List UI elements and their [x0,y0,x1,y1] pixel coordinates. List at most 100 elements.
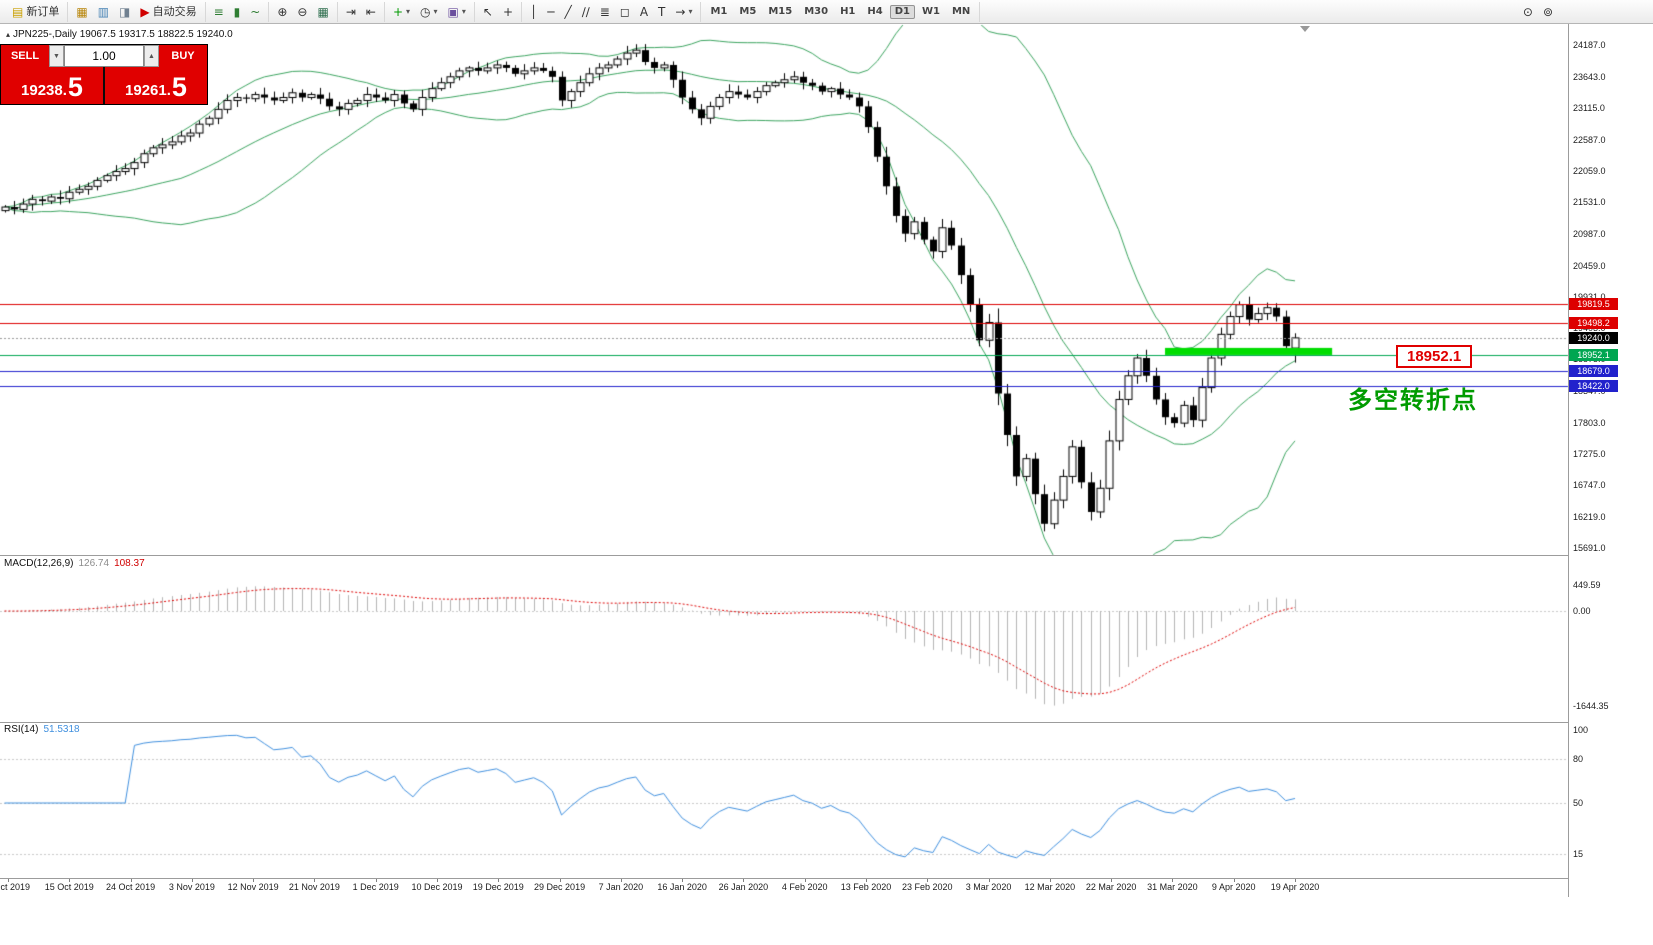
axis-tick [1234,878,1235,882]
date-label: 21 Nov 2019 [288,882,340,892]
fibonacci-button[interactable]: ≣ [596,4,614,20]
chart-shift-button[interactable]: ⇤ [362,4,380,20]
tf-m1-button[interactable]: M1 [705,5,732,19]
sell-price-button[interactable]: 19238. 5 [1,67,105,104]
price-tag: 19819.5 [1569,297,1618,310]
new-order-button[interactable]: ▤ 新订单 [8,4,63,20]
indicators-button[interactable]: + ▾ [389,4,414,20]
magnifier-button[interactable]: ⊚ [1539,4,1557,20]
market-watch-icon: ▦ [76,4,88,19]
price-tag: 18422.0 [1569,380,1618,393]
price-scale-label: 23115.0 [1573,103,1605,114]
g-search: ⊙ ⊚ [1515,2,1561,22]
pane-separator-macd-rsi[interactable] [0,722,1568,723]
price-scale-label: 22587.0 [1573,134,1606,145]
buy-price-button[interactable]: 19261. 5 [105,67,207,104]
tf-h4-button[interactable]: H4 [862,5,887,19]
zoom-in-button[interactable]: ⊕ [273,4,291,20]
bar-chart-button[interactable]: ≡ [210,4,228,20]
price-scale-label: 20459.0 [1573,260,1606,271]
indicators-dropdown-icon[interactable]: ▾ [406,6,411,16]
crosshair-button[interactable]: + [499,4,517,20]
lot-decrease-icon[interactable]: ▼ [49,45,64,67]
tf-h1-button[interactable]: H1 [835,5,860,19]
buy-button[interactable]: BUY [159,45,207,67]
line-chart-button[interactable]: ~ [246,4,264,20]
cursor-icon: ↖ [482,4,493,19]
symbol-collapse-icon[interactable]: ▴ [6,30,11,39]
axis-tick [1172,878,1173,882]
rsi-scale-label: 50 [1573,798,1584,808]
axis-tick [621,878,622,882]
tf-m30-label: M30 [804,5,829,17]
tf-m5-button[interactable]: M5 [734,5,761,19]
lot-size-input[interactable] [64,45,144,67]
market-watch-button[interactable]: ▦ [72,4,91,20]
tf-m30-button[interactable]: M30 [799,5,833,19]
shapes-button[interactable]: ◻ [616,4,634,20]
trendline-icon: ╱ [564,4,572,19]
data-window-button[interactable]: ▥ [94,4,113,20]
chart-ohlc-info: ▴ JPN225-,Daily 19067.5 19317.5 18822.5 1… [6,29,233,40]
pane-separator-rsi-axis[interactable] [0,878,1568,879]
auto-trading-icon: ▶ [140,4,150,19]
price-tag: 19240.0 [1569,331,1618,344]
axis-tick [8,878,9,882]
pane-separator-main-macd[interactable] [0,555,1568,556]
tf-h4-label: H4 [867,5,883,17]
search-button[interactable]: ⊙ [1519,4,1537,20]
price-tag: 18952.1 [1569,348,1618,361]
periods-button[interactable]: ◷ ▾ [416,4,442,20]
candlestick-chart-button[interactable]: ▮ [230,4,245,20]
sell-price-dot: . [62,82,67,100]
templates-button[interactable]: ▣ ▾ [444,4,470,20]
templates-dropdown-icon[interactable]: ▾ [461,6,466,16]
tile-windows-button[interactable]: ▦ [313,4,332,20]
horizontal-line-button[interactable]: ─ [543,4,558,20]
price-tag: 19498.2 [1569,316,1618,329]
periods-icon: ◷ [420,4,431,19]
date-label: 31 Mar 2020 [1147,882,1198,892]
auto-scroll-button[interactable]: ⇥ [342,4,360,20]
date-label: 15 Oct 2019 [44,882,94,892]
date-label: 9 Apr 2020 [1211,882,1256,892]
date-label: 19 Dec 2019 [472,882,524,892]
trendline-button[interactable]: ╱ [560,4,575,20]
channel-button[interactable]: ∕∕ [578,4,594,20]
date-label: 12 Mar 2020 [1024,882,1076,892]
text-label-icon: T [658,4,666,19]
macd-name: MACD(12,26,9) [4,558,74,569]
price-tag: 18679.0 [1569,365,1618,378]
new-order-icon: ▤ [12,4,24,19]
sell-button[interactable]: SELL [1,45,49,67]
vertical-line-button[interactable]: │ [526,4,541,20]
tf-m15-button[interactable]: M15 [763,5,797,19]
main-toolbar: ▤ 新订单 ▦ ▥ ◨ ▶ 自动交易 ≡ ▮ ~ ⊕ ⊖ ▦ ⇥ ⇤ + ▾ ◷ ▾ ▣ ▾ ↖ + │ ─ ╱ ∕∕ ≣ ◻ A T → ▾ M… [0,0,1653,24]
date-label: 19 Apr 2020 [1270,882,1320,892]
tf-mn-label: MN [951,5,971,17]
arrows-dropdown-icon[interactable]: ▾ [688,6,693,16]
axis-tick [682,878,683,882]
axis-tick [498,878,499,882]
g-zoom: ⊕ ⊖ ▦ [269,1,338,22]
tf-d1-button[interactable]: D1 [889,4,915,19]
arrows-button[interactable]: → ▾ [671,4,696,20]
lot-increase-icon[interactable]: ▲ [144,45,159,67]
buy-price-main: 19261 [125,82,167,100]
date-label: 1 Dec 2019 [352,882,399,892]
auto-trading-button[interactable]: ▶ 自动交易 [136,4,200,20]
zoom-out-button[interactable]: ⊖ [293,4,311,20]
rsi-scale-label: 100 [1573,725,1589,735]
tf-w1-button[interactable]: W1 [917,5,945,19]
text-label-button[interactable]: T [654,4,669,20]
price-scale-label: 24187.0 [1573,40,1606,50]
date-label: 4 Feb 2020 [781,882,828,892]
buy-price-dot: . [166,82,171,100]
tf-mn-button[interactable]: MN [947,5,975,19]
text-button[interactable]: A [636,4,652,20]
rsi-name: RSI(14) [4,724,39,735]
navigator-button[interactable]: ◨ [115,4,134,20]
periods-dropdown-icon[interactable]: ▾ [433,6,438,16]
cursor-button[interactable]: ↖ [479,4,497,20]
